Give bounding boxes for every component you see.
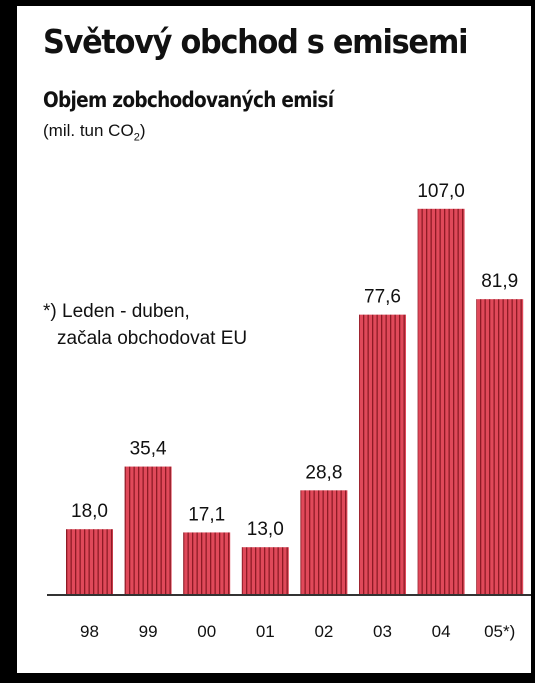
value-label: 107,0 — [417, 181, 465, 202]
unit-subscript: 2 — [133, 131, 140, 144]
x-tick-label: 02 — [314, 622, 333, 641]
x-tick-label: 04 — [432, 622, 451, 641]
footnote: *) Leden - duben, začala obchodovat EU — [43, 298, 247, 352]
value-label: 28,8 — [305, 462, 342, 483]
value-label: 13,0 — [247, 519, 284, 540]
bar-04 — [417, 208, 465, 595]
unit-suffix: ) — [139, 121, 146, 140]
x-tick-label: 01 — [256, 622, 275, 641]
value-label: 77,6 — [364, 287, 401, 308]
bar-05 — [476, 299, 524, 594]
bar-01 — [241, 547, 289, 594]
chart-subtitle: Objem zobchodovaných emisí — [43, 88, 334, 112]
x-tick-label: 98 — [80, 622, 99, 641]
x-tick-label: 00 — [197, 622, 216, 641]
footnote-line-1: *) Leden - duben, — [43, 301, 190, 322]
unit-prefix: (mil. tun CO — [43, 121, 134, 140]
bar-03 — [359, 314, 406, 594]
bar-00 — [183, 532, 231, 594]
value-label: 81,9 — [481, 271, 518, 292]
value-label: 18,0 — [71, 501, 108, 522]
bar-02 — [300, 490, 348, 594]
chart-title: Světový obchod s emisemi — [43, 22, 468, 61]
x-tick-label: 05*) — [484, 622, 515, 641]
value-label: 35,4 — [130, 439, 167, 460]
bar-99 — [124, 466, 172, 594]
bar-98 — [66, 529, 113, 594]
footnote-line-2: začala obchodovat EU — [57, 328, 248, 349]
value-label: 17,1 — [188, 504, 225, 525]
x-tick-label: 03 — [373, 622, 392, 641]
unit-label: (mil. tun CO2) — [43, 121, 145, 143]
x-tick-label: 99 — [139, 622, 158, 641]
